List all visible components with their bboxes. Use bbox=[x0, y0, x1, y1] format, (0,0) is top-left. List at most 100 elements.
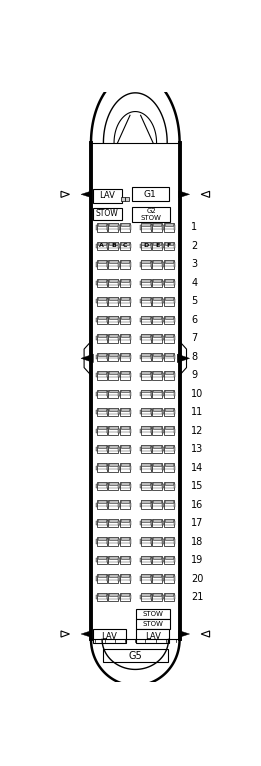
Bar bbox=[137, 630, 169, 643]
Bar bbox=[107, 318, 108, 322]
FancyBboxPatch shape bbox=[141, 519, 151, 527]
Bar bbox=[165, 260, 173, 264]
Bar bbox=[121, 316, 129, 319]
Bar bbox=[118, 429, 120, 433]
Bar bbox=[151, 391, 152, 396]
FancyBboxPatch shape bbox=[152, 463, 162, 472]
Bar bbox=[109, 260, 118, 264]
Bar bbox=[119, 355, 120, 359]
Bar bbox=[130, 577, 131, 581]
Bar bbox=[132, 188, 169, 201]
Bar bbox=[162, 391, 163, 396]
FancyBboxPatch shape bbox=[152, 445, 162, 453]
FancyBboxPatch shape bbox=[164, 352, 174, 361]
Bar bbox=[163, 539, 164, 544]
Bar bbox=[141, 297, 150, 300]
Bar bbox=[140, 558, 141, 562]
FancyBboxPatch shape bbox=[120, 463, 130, 472]
Bar bbox=[165, 408, 173, 411]
Bar bbox=[96, 539, 97, 544]
FancyBboxPatch shape bbox=[108, 427, 118, 435]
Bar bbox=[140, 336, 141, 340]
Bar bbox=[119, 447, 120, 451]
Bar bbox=[130, 355, 131, 359]
Bar bbox=[153, 260, 162, 264]
Bar bbox=[109, 279, 118, 282]
Bar bbox=[141, 334, 150, 337]
FancyBboxPatch shape bbox=[164, 574, 174, 583]
Bar bbox=[119, 577, 120, 581]
FancyBboxPatch shape bbox=[141, 427, 151, 435]
FancyBboxPatch shape bbox=[97, 223, 107, 231]
FancyBboxPatch shape bbox=[108, 352, 118, 361]
Bar bbox=[118, 595, 120, 599]
Bar bbox=[109, 593, 118, 596]
Bar bbox=[107, 225, 108, 230]
Bar bbox=[130, 336, 131, 340]
FancyBboxPatch shape bbox=[108, 390, 118, 398]
Bar bbox=[109, 408, 118, 411]
Text: C: C bbox=[123, 243, 127, 247]
Bar bbox=[107, 447, 108, 451]
FancyBboxPatch shape bbox=[97, 352, 107, 361]
Text: STOW: STOW bbox=[143, 611, 163, 617]
FancyBboxPatch shape bbox=[141, 500, 151, 509]
FancyBboxPatch shape bbox=[152, 427, 162, 435]
FancyBboxPatch shape bbox=[97, 242, 107, 250]
Bar bbox=[121, 500, 129, 503]
Bar bbox=[118, 484, 120, 488]
Bar bbox=[118, 391, 120, 396]
Polygon shape bbox=[61, 192, 69, 198]
Bar bbox=[162, 521, 163, 525]
Bar bbox=[141, 279, 150, 282]
Bar bbox=[151, 539, 152, 544]
Bar bbox=[118, 502, 120, 507]
Bar bbox=[163, 577, 164, 581]
Bar bbox=[93, 630, 126, 643]
Bar bbox=[109, 427, 118, 430]
FancyBboxPatch shape bbox=[152, 593, 162, 601]
Bar bbox=[98, 242, 106, 244]
Bar bbox=[121, 408, 129, 411]
Bar bbox=[151, 281, 152, 285]
Bar bbox=[151, 429, 152, 433]
Bar bbox=[163, 300, 164, 303]
Text: F: F bbox=[167, 243, 171, 247]
FancyBboxPatch shape bbox=[152, 352, 162, 361]
FancyBboxPatch shape bbox=[97, 538, 107, 546]
Bar bbox=[141, 352, 150, 355]
Bar bbox=[151, 373, 152, 378]
FancyBboxPatch shape bbox=[120, 260, 130, 269]
Bar bbox=[118, 281, 120, 285]
FancyBboxPatch shape bbox=[141, 352, 151, 361]
FancyBboxPatch shape bbox=[120, 538, 130, 546]
Bar bbox=[151, 262, 152, 267]
Bar bbox=[121, 482, 129, 485]
Bar bbox=[107, 281, 108, 285]
Bar bbox=[119, 336, 120, 340]
FancyBboxPatch shape bbox=[108, 297, 118, 306]
FancyBboxPatch shape bbox=[108, 260, 118, 269]
Bar bbox=[96, 318, 97, 322]
FancyBboxPatch shape bbox=[152, 316, 162, 324]
Bar bbox=[136, 609, 170, 619]
Bar bbox=[98, 352, 106, 355]
Bar bbox=[151, 336, 152, 340]
Bar bbox=[121, 371, 129, 374]
Bar bbox=[162, 262, 163, 267]
Bar bbox=[118, 558, 120, 562]
Bar bbox=[125, 198, 129, 201]
Bar bbox=[153, 242, 162, 244]
Bar bbox=[96, 281, 97, 285]
FancyBboxPatch shape bbox=[108, 334, 118, 342]
Bar bbox=[151, 595, 152, 599]
Bar bbox=[162, 281, 163, 285]
Polygon shape bbox=[81, 354, 93, 362]
FancyBboxPatch shape bbox=[97, 445, 107, 453]
Bar bbox=[141, 371, 150, 374]
FancyBboxPatch shape bbox=[120, 500, 130, 509]
Bar bbox=[130, 595, 131, 599]
FancyBboxPatch shape bbox=[141, 574, 151, 583]
Bar bbox=[163, 355, 164, 359]
Bar bbox=[107, 558, 108, 562]
